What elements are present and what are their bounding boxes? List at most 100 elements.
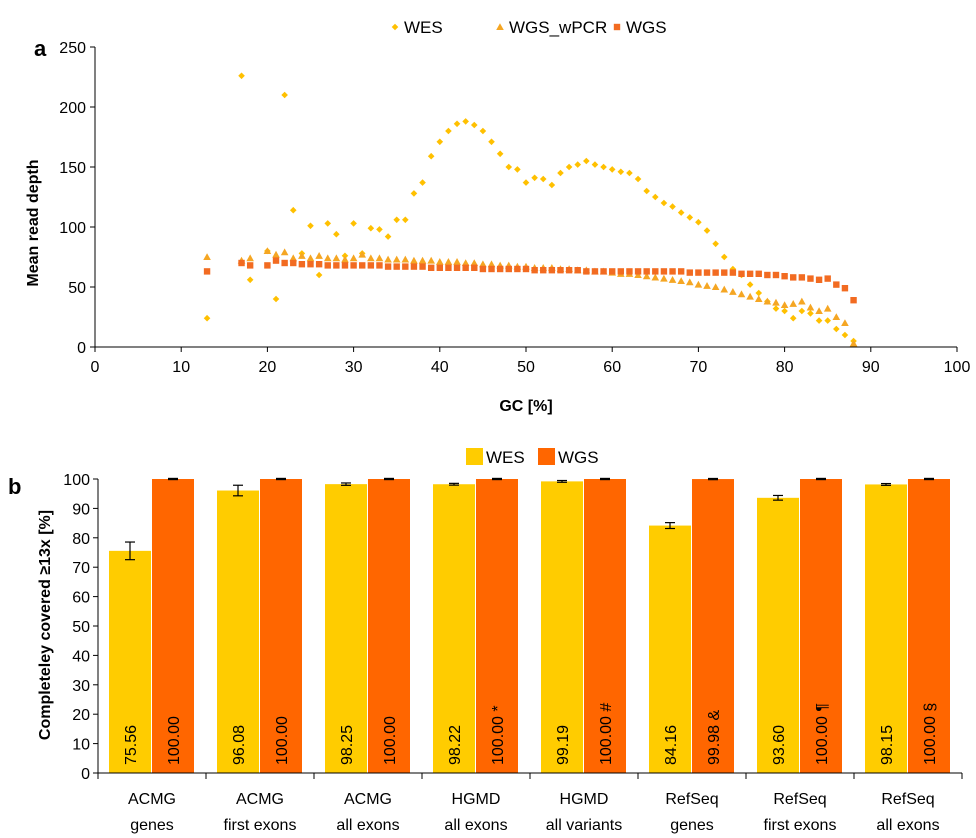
data-point [755,289,763,297]
data-point [677,277,685,285]
y-tick-label-b: 20 [72,707,90,724]
bar-wgs [692,479,734,773]
data-point [807,310,814,317]
bar-wgs [152,479,194,773]
data-point [651,273,660,281]
data-point [203,314,211,322]
data-point [298,252,306,259]
bar-wgs [476,479,518,773]
bar-value-label: 96.08 [231,725,248,765]
data-point [780,301,789,309]
data-point [203,253,211,261]
data-point [332,254,341,262]
data-point [479,265,487,273]
data-point [754,295,763,303]
data-point [264,262,271,269]
data-point [419,179,426,186]
data-point [281,91,288,99]
data-point [238,259,245,267]
data-point [824,275,831,282]
category-label: all variants [546,817,622,834]
x-tick-label: 40 [431,359,449,376]
bar-wes [325,484,367,773]
data-point [738,270,745,277]
data-point [781,307,788,315]
data-point [289,254,298,262]
data-point [514,166,521,173]
data-point [436,264,443,271]
y-tick-label-b: 40 [72,648,90,665]
data-point [652,193,659,201]
data-point [685,278,694,286]
data-point [832,313,841,321]
data-point [436,138,444,146]
bar-wgs [368,479,410,773]
legend-swatch [538,448,555,465]
data-point [393,263,400,270]
data-point [634,175,642,183]
data-point [470,121,478,129]
data-point [677,209,685,216]
data-point [522,179,530,186]
legend-label: WES [486,448,525,467]
legend-label: WGS_wPCR [509,18,607,37]
data-point [815,317,823,324]
data-point [444,258,453,265]
data-point [401,255,410,263]
data-point [238,72,245,80]
bar-value-label: 100.00 [166,716,183,765]
bar-value-label: 100.00 [274,716,291,765]
data-point [565,163,573,171]
legend-label: WES [404,18,443,37]
bar-wes [109,550,151,773]
data-point [349,254,358,262]
data-point [367,224,375,232]
y-tick-label-b: 100 [63,472,90,489]
data-point [479,127,487,135]
data-point [375,254,384,262]
data-point [272,257,280,264]
data-point [323,254,332,262]
panel-label-b: b [8,474,21,499]
data-point [841,331,849,339]
data-point [729,269,737,276]
data-point [729,265,737,273]
data-point [376,262,383,269]
data-point [505,163,513,171]
data-point [583,268,590,275]
data-point [522,265,530,273]
y-tick-label-b: 0 [81,766,90,783]
bar-value-label: 100.00 * [490,705,507,765]
data-point [755,270,762,277]
data-point [307,261,314,268]
data-point [720,285,729,293]
bar-wes [433,484,475,773]
data-point [626,169,633,177]
x-tick-label: 10 [172,359,190,376]
y-axis-title-b: Completeley covered ≥13x [%] [37,510,54,740]
bar-value-label: 93.60 [771,725,788,765]
x-tick-label: 50 [517,359,535,376]
data-point [315,261,323,268]
bar-value-label: 100.00 ¶ [814,703,831,765]
scatter-legend: WES WGS_wPCR WGS [391,18,667,37]
data-point [600,163,607,171]
data-point [419,263,426,270]
data-point [824,317,831,324]
data-point [721,269,728,276]
data-point [643,187,650,195]
data-point [841,319,849,327]
x-tick-label: 90 [862,359,880,376]
category-label: all exons [336,817,399,834]
data-point [445,264,452,271]
panel-label-a: a [34,36,47,61]
data-point [729,288,737,295]
data-point [772,305,780,312]
data-point [823,304,832,312]
data-point [642,272,651,280]
category-label: all exons [444,817,507,834]
data-point [643,268,650,275]
data-point [574,267,581,274]
x-tick-label: 60 [603,359,621,376]
data-point [789,314,797,322]
